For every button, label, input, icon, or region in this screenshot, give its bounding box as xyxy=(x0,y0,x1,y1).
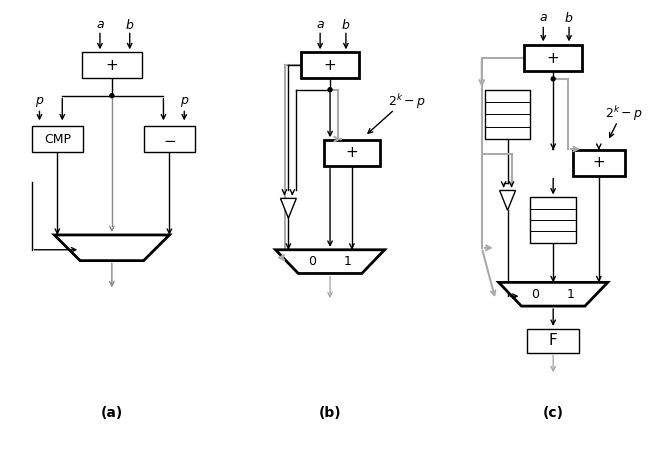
Text: $-$: $-$ xyxy=(163,132,176,146)
Bar xyxy=(484,90,530,139)
Text: 1: 1 xyxy=(567,288,575,301)
Text: $b$: $b$ xyxy=(564,11,574,24)
Bar xyxy=(144,126,195,152)
Polygon shape xyxy=(499,282,608,306)
Bar xyxy=(301,52,359,78)
Text: +: + xyxy=(592,155,605,170)
Text: 1: 1 xyxy=(344,255,352,268)
Text: +: + xyxy=(323,58,336,73)
Polygon shape xyxy=(276,250,384,274)
Bar xyxy=(525,45,582,71)
Text: (b): (b) xyxy=(319,406,342,420)
Bar xyxy=(573,150,625,176)
Bar xyxy=(32,126,83,152)
Text: $p$: $p$ xyxy=(180,95,189,109)
Text: $a$: $a$ xyxy=(95,18,105,31)
Circle shape xyxy=(110,94,114,97)
Circle shape xyxy=(328,88,332,91)
Text: $p$: $p$ xyxy=(35,95,44,109)
Text: CMP: CMP xyxy=(44,133,71,146)
Bar xyxy=(324,140,380,166)
Polygon shape xyxy=(280,198,297,218)
Polygon shape xyxy=(500,190,515,210)
Text: (a): (a) xyxy=(101,406,123,420)
Text: 0: 0 xyxy=(531,288,539,301)
Polygon shape xyxy=(54,235,169,261)
Text: $b$: $b$ xyxy=(125,18,134,31)
Text: $a$: $a$ xyxy=(316,18,325,31)
Circle shape xyxy=(551,77,555,81)
Text: +: + xyxy=(547,51,560,66)
Bar xyxy=(527,329,579,353)
Bar xyxy=(82,52,142,78)
Text: +: + xyxy=(105,58,118,73)
Bar xyxy=(530,197,576,243)
Text: +: + xyxy=(346,146,358,160)
Text: 0: 0 xyxy=(308,255,316,268)
Text: (c): (c) xyxy=(543,406,564,420)
Text: $2^k-p$: $2^k-p$ xyxy=(605,104,643,123)
Text: $2^k-p$: $2^k-p$ xyxy=(388,92,426,111)
Text: $a$: $a$ xyxy=(539,11,548,24)
Text: F: F xyxy=(549,333,558,348)
Text: $b$: $b$ xyxy=(342,18,350,31)
